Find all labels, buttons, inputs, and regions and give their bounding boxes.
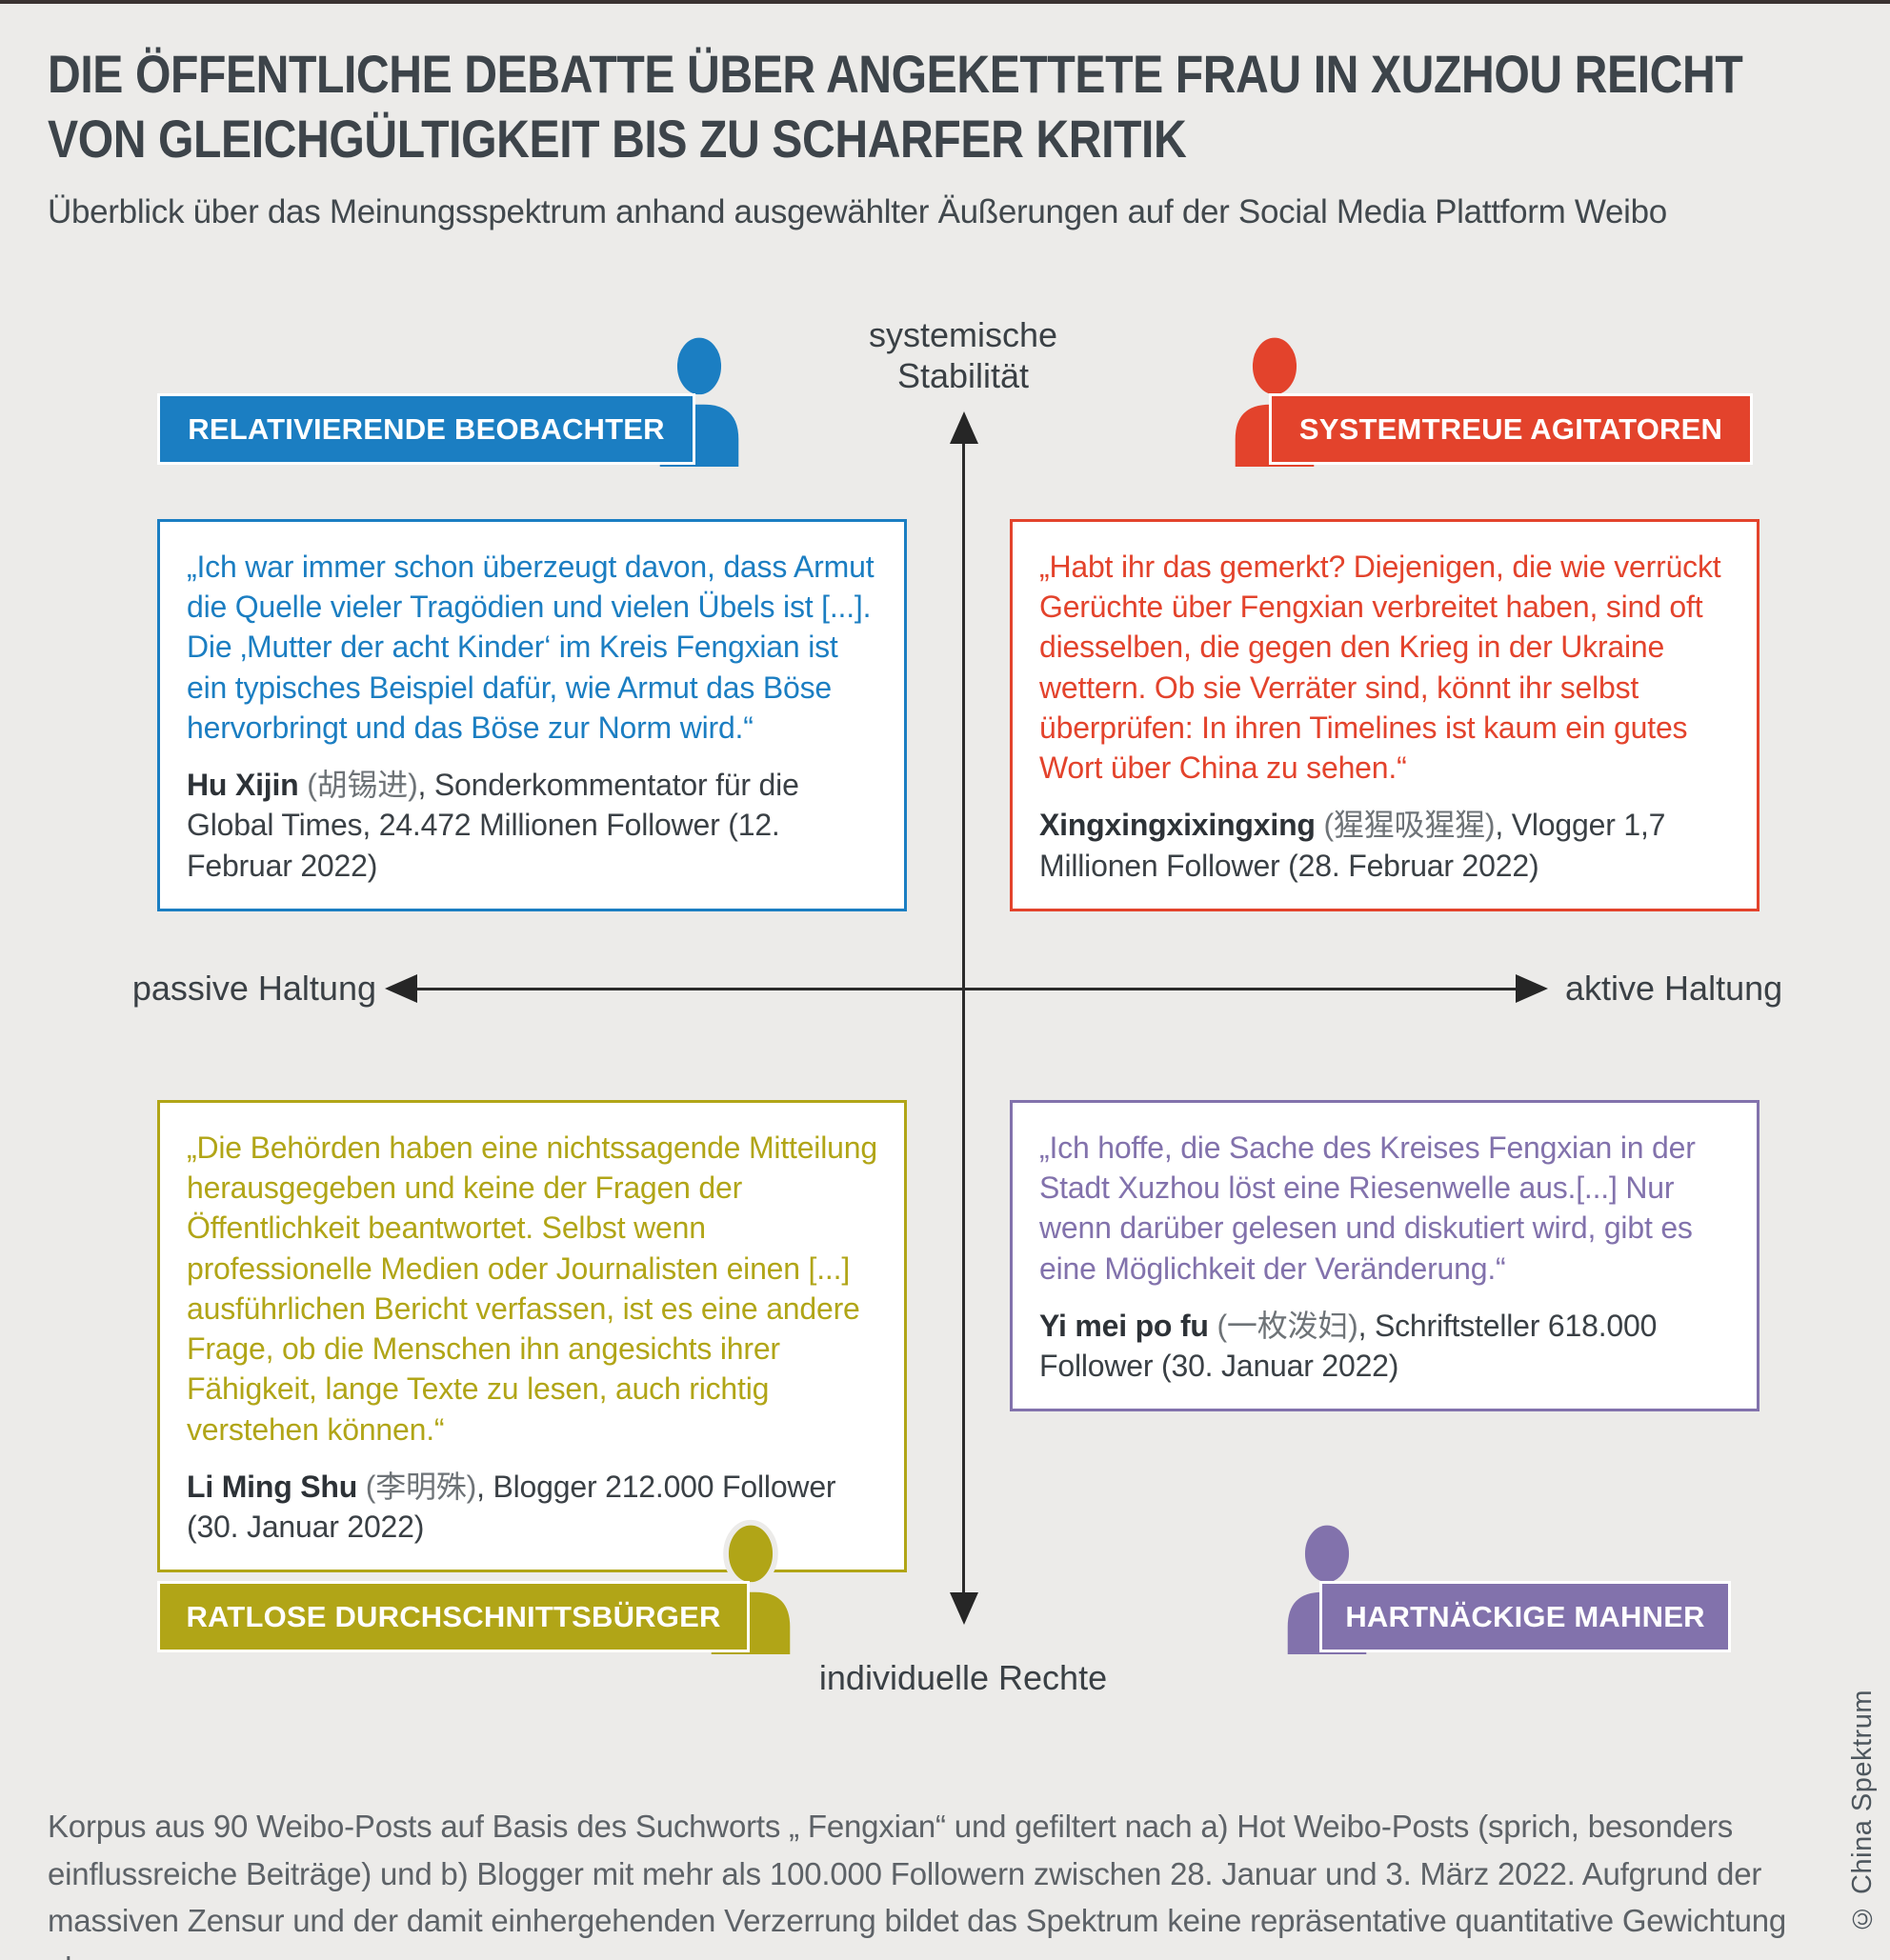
page-title-line1: DIE ÖFFENTLICHE DEBATTE ÜBER ANGEKETTETE… — [48, 44, 1743, 104]
axis-label-right: aktive Haltung — [1565, 969, 1783, 1008]
quote-text: „Die Behörden haben eine nichtssagende M… — [187, 1130, 877, 1447]
quote-text: „Habt ihr das gemerkt? Diejenigen, die w… — [1039, 550, 1721, 786]
author-details: , Vlogger 1,7 Millionen Follower (28. Fe… — [1039, 808, 1666, 883]
quote-box-bottom-left: „Die Behörden haben eine nichtssagende M… — [157, 1100, 907, 1573]
author-line: Xingxingxixingxing (猩猩吸猩猩), Vlogger 1,7 … — [1039, 805, 1730, 885]
page-title-line2: VON GLEICHGÜLTIGKEIT BIS ZU SCHARFER KRI… — [48, 109, 1187, 170]
axis-horizontal-line — [392, 988, 1540, 990]
quote-box-top-right: „Habt ihr das gemerkt? Diejenigen, die w… — [1010, 519, 1759, 911]
axis-label-top: systemische Stabilität — [868, 315, 1058, 396]
quote-text: „Ich hoffe, die Sache des Kreises Fengxi… — [1039, 1130, 1696, 1286]
axis-label-bottom: individuelle Rechte — [818, 1658, 1108, 1697]
quote-box-top-left: „Ich war immer schon überzeugt davon, da… — [157, 519, 907, 911]
quadrant-label-hartnaeckige-mahner: HARTNÄCKIGE MAHNER — [1319, 1581, 1731, 1652]
axis-left-arrow-icon — [385, 974, 417, 1003]
author-name: Yi mei po fu — [1039, 1308, 1209, 1343]
axis-label-left: passive Haltung — [131, 969, 376, 1008]
author-cjk: (一枚泼妇) — [1208, 1308, 1358, 1343]
quadrant-label-ratlose-durchschnittsbuerger: RATLOSE DURCHSCHNITTSBÜRGER — [157, 1581, 750, 1652]
quadrant-label-systemtreue-agitatoren: SYSTEMTREUE AGITATOREN — [1269, 393, 1753, 465]
axis-vertical-line — [962, 425, 965, 1617]
author-name: Li Ming Shu — [187, 1469, 358, 1504]
author-cjk: (李明殊) — [357, 1469, 477, 1504]
axis-down-arrow-icon — [950, 1592, 978, 1625]
author-line: Yi mei po fu (一枚泼妇), Schriftsteller 618.… — [1039, 1306, 1730, 1386]
author-name: Xingxingxixingxing — [1039, 808, 1316, 843]
author-details: , Schriftsteller 618.000 Follower (30. J… — [1039, 1308, 1658, 1384]
author-cjk: (猩猩吸猩猩) — [1315, 808, 1496, 843]
footer-note: Korpus aus 90 Weibo-Posts auf Basis des … — [48, 1809, 1787, 1960]
author-details: , Sonderkommentator für die Global Times… — [187, 768, 799, 883]
axis-up-arrow-icon — [950, 411, 978, 444]
page-title: DIE ÖFFENTLICHE DEBATTE ÜBER ANGEKETTETE… — [48, 42, 1768, 172]
author-cjk: (胡锡进) — [298, 768, 418, 803]
author-name: Hu Xijin — [187, 768, 299, 803]
author-line: Hu Xijin (胡锡进), Sonderkommentator für di… — [187, 765, 877, 886]
author-line: Li Ming Shu (李明殊), Blogger 212.000 Follo… — [187, 1467, 877, 1547]
copyright-note: © China Spektrum — [1847, 1690, 1878, 1933]
quote-box-bottom-right: „Ich hoffe, die Sache des Kreises Fengxi… — [1010, 1100, 1759, 1412]
quadrant-label-relativierende-beobachter: RELATIVIERENDE BEOBACHTER — [157, 393, 695, 465]
page-subtitle: Überblick über das Meinungsspektrum anha… — [48, 193, 1667, 230]
axis-right-arrow-icon — [1516, 974, 1548, 1003]
top-border — [0, 0, 1890, 4]
author-details: , Blogger 212.000 Follower (30. Januar 2… — [187, 1469, 836, 1545]
quote-text: „Ich war immer schon überzeugt davon, da… — [187, 550, 875, 745]
